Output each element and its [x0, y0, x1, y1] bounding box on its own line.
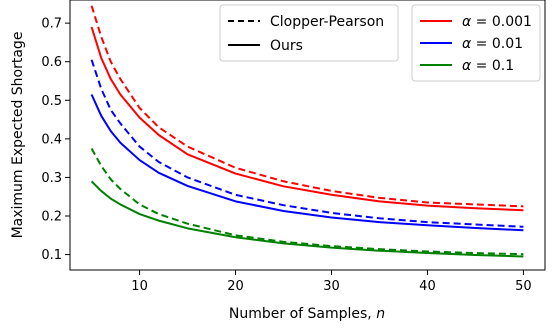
- y-axis-label: Maximum Expected Shortage: [10, 32, 26, 239]
- legend-label-clopper-pearson: Clopper-Pearson: [270, 14, 384, 30]
- legend-alpha-value-0.01: = 0.01: [471, 36, 523, 52]
- series-line-ours-alpha-0.001: [90, 26, 524, 212]
- x-tick-label-40: 40: [419, 279, 436, 294]
- legend-alpha-value-0.1: = 0.1: [471, 58, 514, 74]
- x-axis-label-text: Number of Samples,: [229, 306, 376, 322]
- legend-label-alpha-0.001: α = 0.001: [462, 14, 532, 30]
- legend-label-ours: Ours: [270, 38, 303, 54]
- series-line-clopper-pearson-alpha-0.001: [90, 5, 524, 208]
- y-tick-label-0.4: 0.4: [41, 132, 62, 147]
- legend-label-alpha-0.01: α = 0.01: [462, 36, 523, 52]
- x-tick-label-20: 20: [227, 279, 244, 294]
- series-line-ours-alpha-0.1: [90, 180, 524, 258]
- y-tick-label-0.5: 0.5: [41, 94, 62, 109]
- legend-alpha-symbol-0.1: α: [462, 58, 472, 74]
- legend-styles: Clopper-Pearson Ours: [219, 4, 399, 62]
- x-axis-label: Number of Samples, n: [229, 306, 385, 322]
- y-tick-label-0.6: 0.6: [41, 55, 62, 70]
- series-line-clopper-pearson-alpha-0.1: [90, 148, 524, 256]
- y-tick-label-0.3: 0.3: [41, 171, 62, 186]
- x-tick-label-50: 50: [515, 279, 532, 294]
- y-tick-label-0.7: 0.7: [41, 17, 62, 32]
- x-axis-label-variable: n: [376, 306, 385, 322]
- legend-alpha-value-0.001: = 0.001: [471, 14, 532, 30]
- x-tick-label-30: 30: [323, 279, 340, 294]
- series-line-ours-alpha-0.01: [90, 94, 524, 232]
- legend-alpha-symbol-0.01: α: [462, 36, 472, 52]
- legend-alphas: α = 0.001 α = 0.01 α = 0.1: [411, 4, 541, 82]
- x-axis: 10 20 30 40 50: [131, 270, 532, 294]
- y-tick-label-0.2: 0.2: [41, 210, 62, 225]
- y-tick-label-0.1: 0.1: [41, 248, 62, 263]
- y-axis: 0.1 0.2 0.3 0.4 0.5 0.6 0.7: [41, 17, 70, 263]
- legend-alphas-frame: [411, 4, 541, 82]
- x-tick-label-10: 10: [131, 279, 148, 294]
- series-line-clopper-pearson-alpha-0.01: [90, 59, 524, 228]
- legend-alpha-symbol-0.001: α: [462, 14, 472, 30]
- plot-area-frame: [69, 0, 546, 271]
- legend-styles-frame: [219, 4, 399, 62]
- series-layer: [90, 5, 524, 258]
- legend-label-alpha-0.1: α = 0.1: [462, 58, 514, 74]
